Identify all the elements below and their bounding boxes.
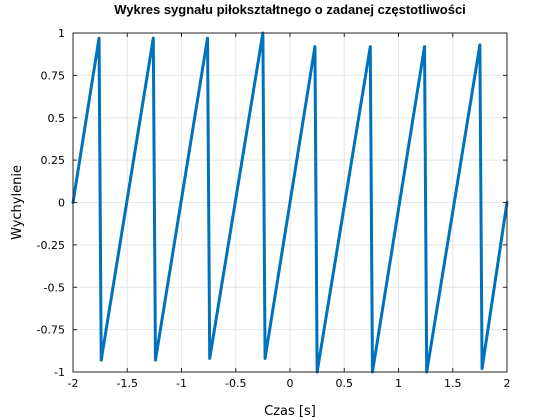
- series-line: [71, 31, 509, 374]
- x-tick-label: 2: [504, 377, 511, 390]
- x-tick-label: 0: [287, 377, 294, 390]
- y-tick-label: 1: [58, 27, 65, 40]
- y-axis-label: Wychylenie: [10, 165, 25, 240]
- x-tick-label: 1: [395, 377, 402, 390]
- series-layer: [71, 31, 509, 374]
- y-tick-label: 0.25: [41, 154, 66, 167]
- y-tick-label: -1: [54, 366, 65, 379]
- x-tick-label: 1.5: [444, 377, 462, 390]
- y-tick-label: -0.5: [44, 281, 65, 294]
- y-tick-label: -0.25: [37, 239, 65, 252]
- x-tick-label: 0.5: [336, 377, 354, 390]
- y-tick-label: 0: [58, 197, 65, 210]
- y-tick-label: 0.75: [41, 69, 66, 82]
- ticks: -2 -1.5 -1 -0.5 0 0.5 1 1.5 2 -1 -0.75 -0.5 -0.25 0 0.…: [37, 27, 511, 390]
- chart-title: Wykres sygnału piłokształtnego o zadanej…: [114, 2, 466, 17]
- x-tick-label: -1.5: [117, 377, 138, 390]
- x-axis-label: Czas [s]: [264, 404, 316, 419]
- x-tick-label: -1: [176, 377, 187, 390]
- x-tick-label: -2: [68, 377, 79, 390]
- x-tick-label: -0.5: [225, 377, 246, 390]
- y-tick-label: -0.75: [37, 324, 65, 337]
- y-tick-label: 0.5: [48, 112, 66, 125]
